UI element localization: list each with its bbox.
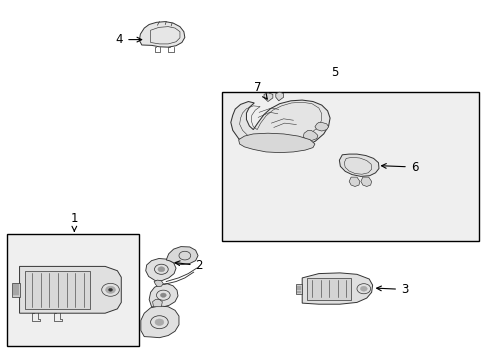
Polygon shape <box>145 258 176 281</box>
Text: 1: 1 <box>70 212 78 231</box>
Circle shape <box>105 286 115 293</box>
Polygon shape <box>152 300 162 307</box>
Polygon shape <box>264 93 272 102</box>
Circle shape <box>160 293 166 297</box>
Polygon shape <box>275 92 283 101</box>
Polygon shape <box>139 22 184 47</box>
Text: 5: 5 <box>330 66 338 79</box>
Text: 3: 3 <box>376 283 407 296</box>
Text: 4: 4 <box>116 33 142 46</box>
Circle shape <box>158 267 164 272</box>
Polygon shape <box>303 130 317 140</box>
Circle shape <box>360 286 366 291</box>
Circle shape <box>155 319 163 325</box>
Polygon shape <box>339 154 378 176</box>
Polygon shape <box>360 177 371 186</box>
Polygon shape <box>141 306 179 338</box>
Polygon shape <box>238 133 314 153</box>
Circle shape <box>108 288 112 291</box>
Text: 6: 6 <box>381 161 417 174</box>
Polygon shape <box>306 278 350 300</box>
Polygon shape <box>25 271 90 309</box>
Polygon shape <box>149 284 178 307</box>
Polygon shape <box>230 100 329 151</box>
Polygon shape <box>166 247 198 265</box>
Polygon shape <box>302 273 372 304</box>
Text: 7: 7 <box>254 81 266 99</box>
Polygon shape <box>295 284 302 294</box>
Polygon shape <box>314 122 328 131</box>
Text: 2: 2 <box>175 259 203 272</box>
FancyBboxPatch shape <box>222 92 478 241</box>
FancyBboxPatch shape <box>7 234 139 346</box>
Polygon shape <box>348 177 359 186</box>
Polygon shape <box>20 266 121 313</box>
Polygon shape <box>12 283 20 297</box>
Polygon shape <box>154 280 163 287</box>
